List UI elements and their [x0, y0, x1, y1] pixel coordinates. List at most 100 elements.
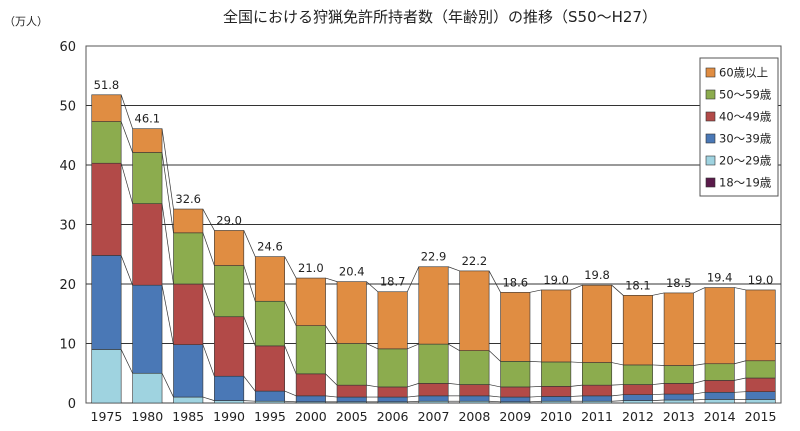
- bar-segment: [663, 393, 694, 401]
- series-connector-line: [202, 283, 215, 317]
- bar-segment: [541, 289, 572, 363]
- bar-segment: [418, 383, 449, 397]
- series-connector-line: [243, 230, 256, 257]
- x-tick-label: 2006: [377, 409, 409, 424]
- bar-segment: [377, 396, 408, 403]
- series-connector-line: [693, 391, 706, 395]
- bar-segment: [704, 363, 735, 381]
- x-tick-label: 1985: [172, 409, 204, 424]
- legend-box: [699, 57, 779, 197]
- series-connector-line: [161, 285, 174, 345]
- bar-total-label: 19.0: [748, 273, 774, 287]
- bar-segment: [459, 384, 490, 397]
- series-connector-line: [570, 361, 583, 363]
- bar-segment: [459, 270, 490, 351]
- legend-label: 18～19歳: [719, 176, 772, 190]
- bar-segment: [336, 343, 367, 386]
- series-connector-line: [243, 265, 256, 302]
- series-connector-line: [652, 399, 665, 401]
- legend-swatch: [705, 133, 716, 144]
- y-tick-label: 50: [59, 100, 76, 115]
- x-tick-label: 2012: [622, 409, 654, 424]
- bar-segment: [582, 384, 613, 397]
- series-connector-line: [161, 128, 174, 210]
- series-connector-line: [325, 277, 338, 282]
- bar-total-label: 32.6: [175, 192, 201, 206]
- bar-segment: [91, 349, 122, 404]
- series-connector-line: [693, 399, 705, 401]
- series-connector-line: [570, 384, 583, 387]
- series-connector-line: [611, 362, 624, 366]
- x-tick-label: 1975: [91, 409, 123, 424]
- series-connector-line: [448, 383, 460, 385]
- y-tick-label: 10: [59, 338, 76, 353]
- series-connector-line: [529, 400, 542, 403]
- bar-segment: [295, 373, 326, 397]
- bar-segment: [214, 230, 245, 266]
- legend-label: 20～29歳: [719, 154, 772, 168]
- bar-segment: [459, 350, 490, 385]
- series-connector-line: [161, 373, 174, 398]
- y-axis-unit-label: （万人）: [4, 15, 48, 28]
- bar-segment: [663, 365, 694, 384]
- series-connector-line: [529, 361, 542, 363]
- series-connector-line: [489, 400, 501, 403]
- x-tick-label: 2011: [581, 409, 613, 424]
- bar-segment: [132, 372, 163, 404]
- bar-segment: [663, 399, 694, 404]
- bar-segment: [295, 277, 326, 326]
- bar-segment: [745, 377, 776, 392]
- bar-segment: [418, 343, 449, 384]
- bar-segment: [622, 364, 653, 385]
- bar-segment: [132, 203, 163, 286]
- series-connector-line: [407, 266, 420, 292]
- y-tick-label: 0: [68, 397, 76, 412]
- series-connector-line: [693, 287, 706, 294]
- bar-segment: [622, 400, 653, 404]
- bar-segment: [132, 284, 163, 374]
- series-connector-line: [611, 384, 624, 386]
- series-connector-line: [366, 281, 379, 292]
- bar-total-label: 46.1: [135, 112, 161, 126]
- bar-total-label: 21.0: [298, 261, 324, 275]
- series-connector-line: [284, 301, 297, 326]
- bar-total-label: 19.0: [543, 273, 569, 287]
- bar-segment: [704, 380, 735, 393]
- series-connector-line: [407, 400, 419, 403]
- series-connector-line: [407, 395, 419, 398]
- bar-segment: [541, 386, 572, 397]
- bar-segment: [91, 255, 122, 350]
- bar-segment: [132, 152, 163, 204]
- bar-segment: [745, 360, 776, 379]
- series-connector-line: [611, 394, 624, 397]
- series-connector-line: [120, 163, 133, 204]
- legend-swatch: [705, 89, 716, 100]
- y-tick-label: 60: [59, 40, 76, 55]
- series-connector-line: [284, 345, 297, 374]
- bar-segment: [377, 386, 408, 398]
- bar-segment: [336, 281, 367, 344]
- legend-label: 50～59歳: [719, 88, 772, 102]
- series-connector-line: [284, 400, 297, 403]
- series-connector-line: [284, 390, 297, 397]
- bar-total-label: 19.4: [707, 271, 733, 285]
- x-tick-label: 1980: [131, 409, 163, 424]
- series-connector-line: [529, 289, 542, 293]
- series-connector-line: [448, 343, 460, 351]
- series-connector-line: [202, 396, 215, 401]
- series-connector-line: [734, 360, 746, 365]
- bar-segment: [336, 384, 367, 398]
- x-tick-label: 2010: [540, 409, 572, 424]
- bar-total-label: 29.0: [216, 213, 242, 227]
- bar-segment: [295, 395, 326, 403]
- series-connector-line: [734, 287, 746, 291]
- series-connector-line: [366, 384, 378, 388]
- series-connector-line: [652, 292, 665, 296]
- series-connector-line: [120, 349, 133, 374]
- chart-title: 全国における狩猟免許所持者数（年齢別）の推移（S50～H27）: [223, 8, 657, 26]
- x-tick-label: 2014: [704, 409, 736, 424]
- series-connector-line: [529, 385, 542, 388]
- bar-total-label: 22.2: [462, 254, 488, 268]
- bar-segment: [663, 292, 694, 366]
